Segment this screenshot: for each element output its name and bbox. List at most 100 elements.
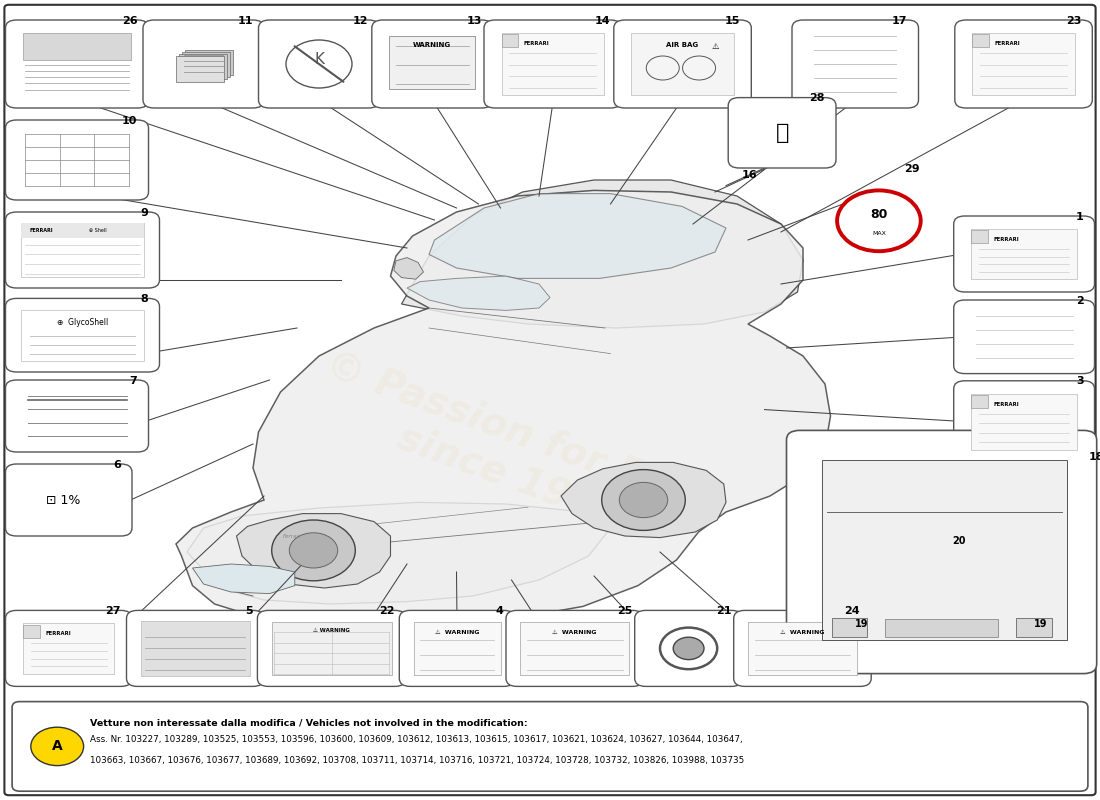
Text: 3: 3	[1076, 376, 1084, 386]
FancyBboxPatch shape	[631, 33, 734, 95]
Polygon shape	[822, 460, 1067, 640]
Text: A: A	[52, 739, 63, 754]
Text: 13: 13	[466, 15, 482, 26]
Polygon shape	[187, 502, 610, 604]
Text: 19: 19	[856, 618, 869, 629]
Text: ⊡ 1%: ⊡ 1%	[46, 494, 80, 506]
FancyBboxPatch shape	[176, 56, 224, 82]
Text: FERRARI: FERRARI	[45, 631, 70, 636]
FancyBboxPatch shape	[182, 52, 230, 78]
FancyBboxPatch shape	[389, 36, 475, 89]
FancyBboxPatch shape	[21, 223, 144, 277]
FancyBboxPatch shape	[635, 610, 742, 686]
Text: 28: 28	[810, 93, 825, 103]
Text: AIR BAG: AIR BAG	[667, 42, 698, 49]
FancyBboxPatch shape	[414, 622, 501, 675]
FancyBboxPatch shape	[4, 5, 1096, 795]
Text: ⛽: ⛽	[776, 122, 789, 142]
FancyBboxPatch shape	[23, 623, 114, 674]
Text: 27: 27	[106, 606, 121, 616]
Text: 24: 24	[845, 606, 860, 616]
Text: Ass. Nr. 103227, 103289, 103525, 103553, 103596, 103600, 103609, 103612, 103613,: Ass. Nr. 103227, 103289, 103525, 103553,…	[90, 735, 743, 744]
FancyBboxPatch shape	[748, 622, 857, 675]
Text: 103663, 103667, 103676, 103677, 103689, 103692, 103708, 103711, 103714, 103716, : 103663, 103667, 103676, 103677, 103689, …	[90, 756, 745, 765]
Text: 9: 9	[141, 208, 149, 218]
FancyBboxPatch shape	[6, 120, 148, 200]
Text: FERRARI: FERRARI	[994, 41, 1020, 46]
Text: ⊕  GlycoShell: ⊕ GlycoShell	[57, 318, 108, 327]
Text: © Passion for Parts
since 1985: © Passion for Parts since 1985	[305, 346, 729, 566]
Polygon shape	[394, 258, 424, 279]
Text: ⚠  WARNING: ⚠ WARNING	[552, 630, 597, 634]
Text: 11: 11	[238, 15, 253, 26]
Polygon shape	[402, 180, 803, 328]
Text: FERRARI: FERRARI	[30, 228, 53, 233]
FancyBboxPatch shape	[786, 430, 1097, 674]
Circle shape	[289, 533, 338, 568]
FancyBboxPatch shape	[6, 212, 159, 288]
Text: K: K	[314, 53, 324, 67]
Text: ⊕ Shell: ⊕ Shell	[89, 228, 107, 233]
FancyBboxPatch shape	[972, 33, 1075, 95]
Text: 16: 16	[741, 170, 757, 180]
Polygon shape	[429, 194, 726, 278]
Text: 10: 10	[122, 115, 138, 126]
FancyBboxPatch shape	[1016, 618, 1052, 637]
Text: 4: 4	[496, 606, 504, 616]
Text: 21: 21	[716, 606, 732, 616]
Polygon shape	[192, 564, 295, 594]
Text: 19: 19	[1034, 618, 1047, 629]
FancyBboxPatch shape	[954, 300, 1094, 374]
Text: 29: 29	[904, 164, 920, 174]
FancyBboxPatch shape	[971, 395, 988, 408]
Circle shape	[31, 727, 84, 766]
FancyBboxPatch shape	[257, 610, 406, 686]
Text: ⚠  WARNING: ⚠ WARNING	[434, 630, 480, 634]
FancyBboxPatch shape	[792, 20, 918, 108]
Text: 26: 26	[122, 15, 138, 26]
FancyBboxPatch shape	[143, 20, 264, 108]
FancyBboxPatch shape	[520, 622, 629, 675]
FancyBboxPatch shape	[372, 20, 493, 108]
Text: ⚠  WARNING: ⚠ WARNING	[780, 630, 825, 634]
Polygon shape	[236, 514, 390, 588]
FancyBboxPatch shape	[272, 622, 392, 675]
FancyBboxPatch shape	[832, 618, 867, 637]
FancyBboxPatch shape	[179, 54, 228, 79]
FancyBboxPatch shape	[484, 20, 622, 108]
FancyBboxPatch shape	[23, 625, 40, 638]
FancyBboxPatch shape	[258, 20, 380, 108]
FancyBboxPatch shape	[6, 610, 132, 686]
FancyBboxPatch shape	[23, 33, 131, 60]
FancyBboxPatch shape	[971, 230, 988, 243]
FancyBboxPatch shape	[971, 394, 1077, 450]
Text: 25: 25	[617, 606, 632, 616]
Circle shape	[673, 637, 704, 659]
Text: WARNING: WARNING	[414, 42, 451, 49]
Polygon shape	[176, 190, 830, 626]
Text: FERRARI: FERRARI	[993, 237, 1019, 242]
FancyBboxPatch shape	[955, 20, 1092, 108]
Text: 6: 6	[113, 459, 121, 470]
Text: Vetture non interessate dalla modifica / Vehicles not involved in the modificati: Vetture non interessate dalla modifica /…	[90, 718, 528, 727]
FancyBboxPatch shape	[954, 216, 1094, 292]
FancyBboxPatch shape	[6, 20, 148, 108]
FancyBboxPatch shape	[971, 229, 1077, 279]
Circle shape	[272, 520, 355, 581]
FancyBboxPatch shape	[21, 310, 144, 361]
Text: 17: 17	[892, 15, 907, 26]
FancyBboxPatch shape	[502, 34, 518, 47]
Text: 8: 8	[141, 294, 149, 304]
Polygon shape	[561, 462, 726, 538]
Text: 22: 22	[379, 606, 395, 616]
FancyBboxPatch shape	[502, 33, 604, 95]
Text: Ferrari: Ferrari	[283, 534, 300, 538]
Text: 1: 1	[1076, 212, 1084, 222]
FancyBboxPatch shape	[141, 621, 250, 676]
Circle shape	[286, 40, 352, 88]
Text: FERRARI: FERRARI	[993, 402, 1019, 406]
FancyBboxPatch shape	[6, 380, 148, 452]
FancyBboxPatch shape	[734, 610, 871, 686]
Text: 18: 18	[1089, 452, 1100, 462]
Text: 23: 23	[1066, 15, 1081, 26]
